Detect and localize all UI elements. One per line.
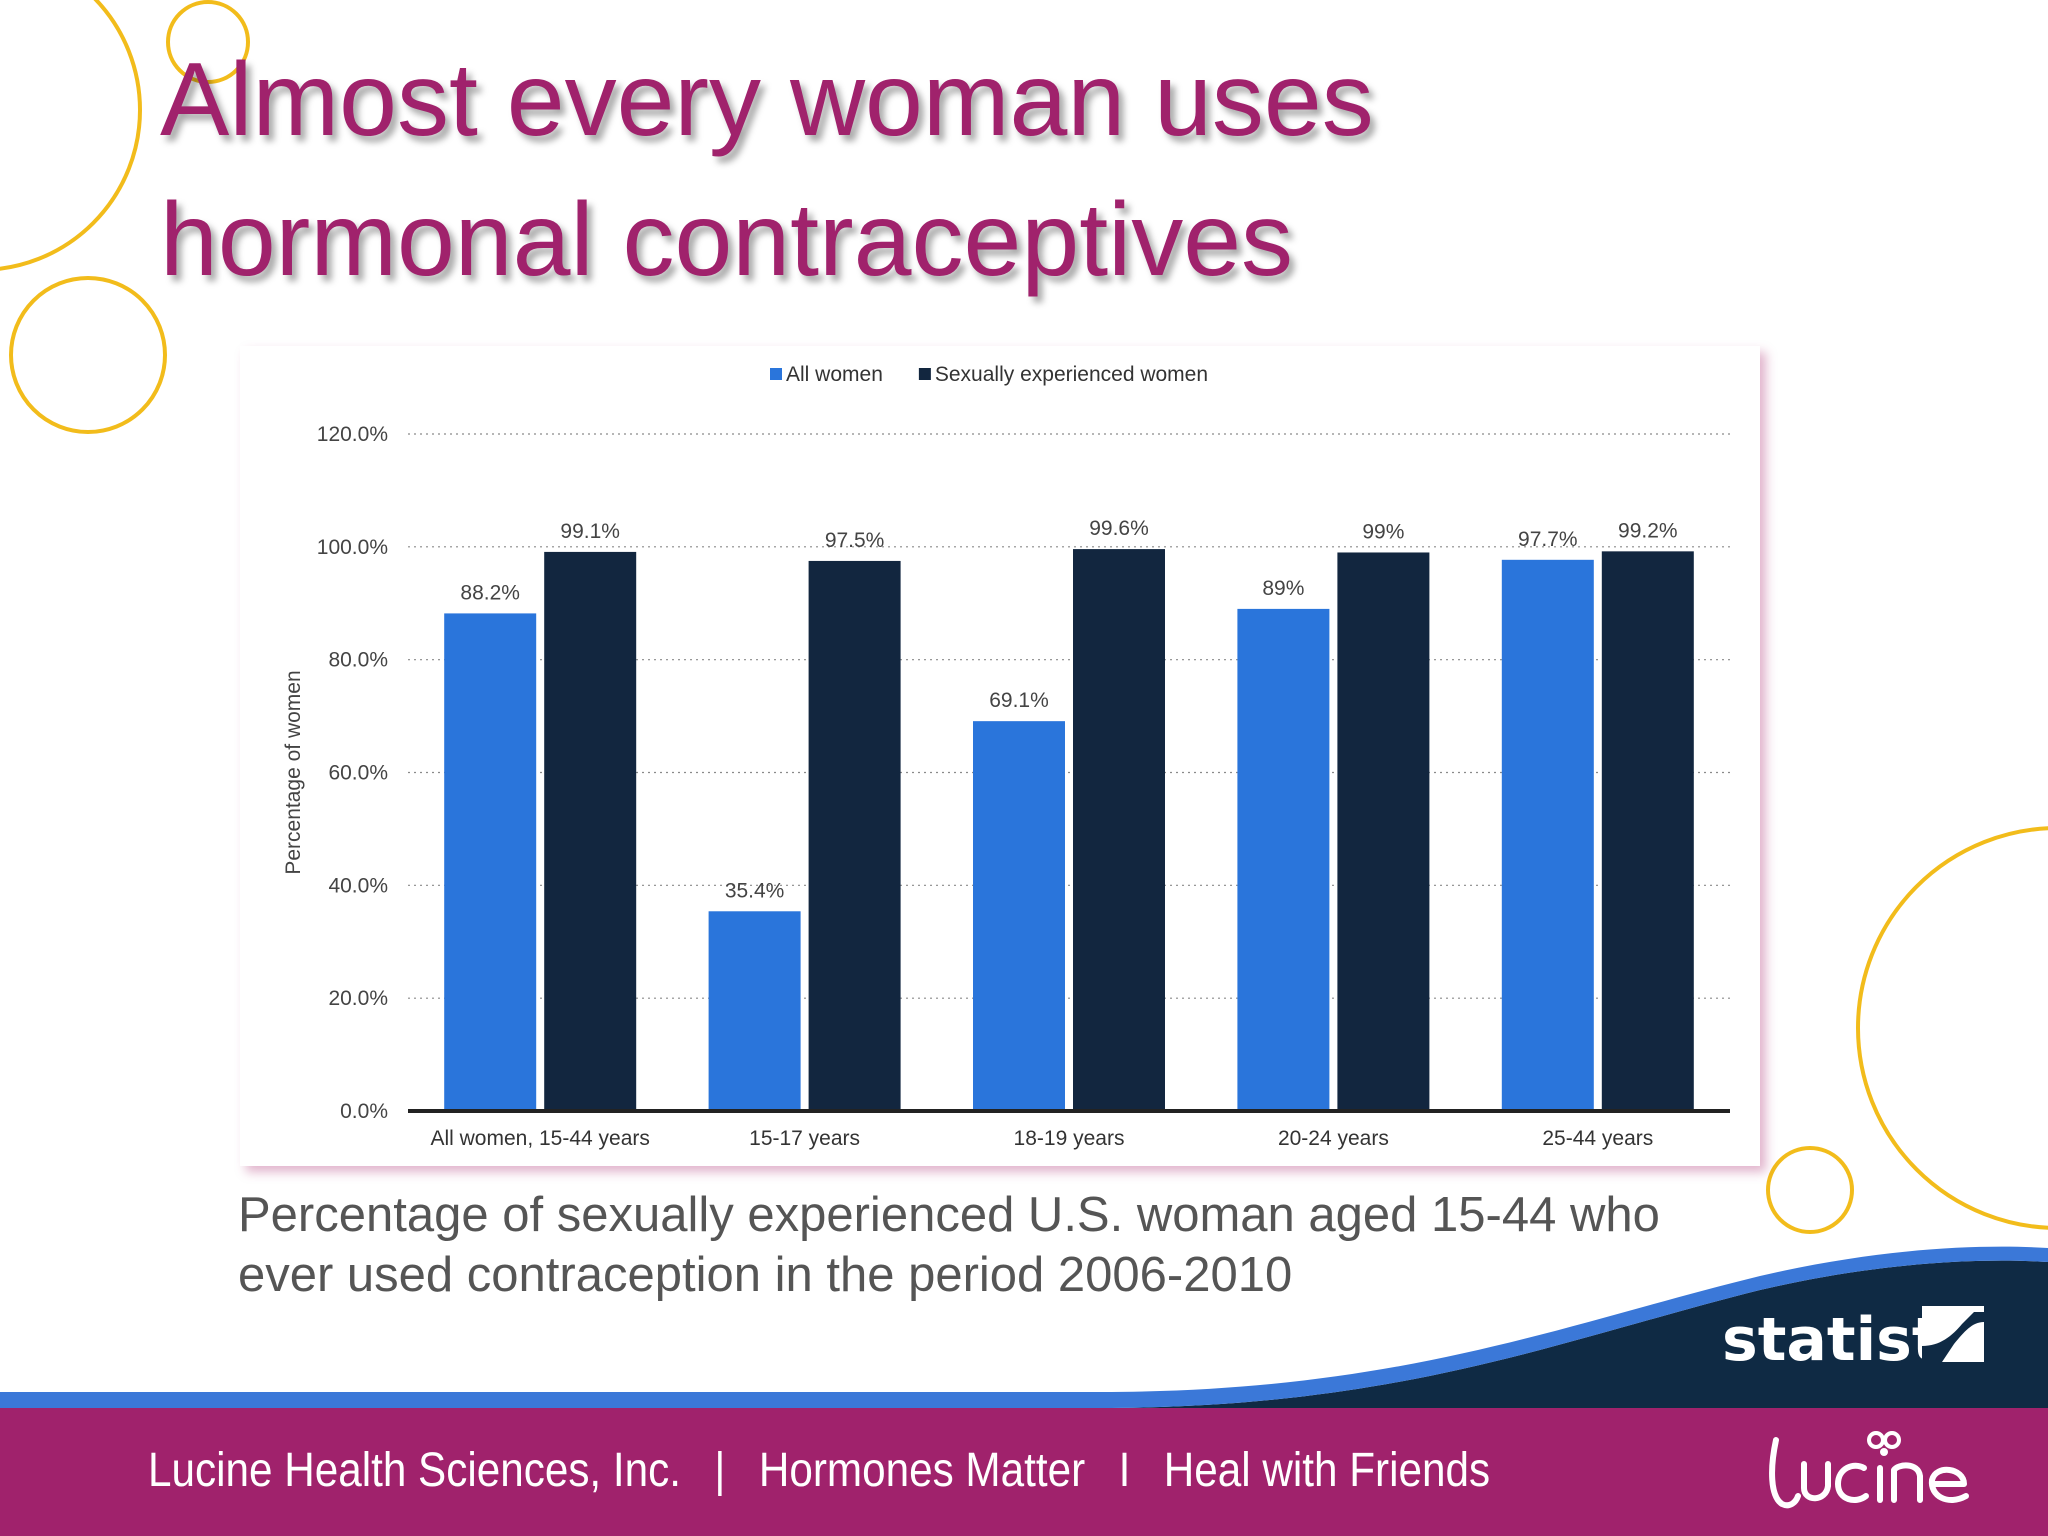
accent-circle (0, 0, 142, 271)
y-tick-label: 40.0% (328, 874, 388, 897)
legend-label: Sexually experienced women (935, 363, 1208, 386)
x-tick-label: 18-19 years (1014, 1127, 1125, 1150)
legend-swatch (770, 368, 782, 380)
lucine-logo (1769, 1431, 1969, 1509)
data-label: 99% (1362, 520, 1404, 543)
footer-heal-with-friends: Heal with Friends (1163, 1444, 1491, 1497)
x-tick-label: All women, 15-44 years (430, 1127, 649, 1150)
bar (973, 721, 1065, 1111)
statista-mark-icon (1922, 1306, 1984, 1362)
bar (808, 560, 901, 1111)
bar (444, 613, 537, 1111)
footer-bar (0, 1408, 2048, 1536)
y-tick-label: 0.0% (340, 1100, 388, 1123)
x-tick-label: 20-24 years (1278, 1127, 1389, 1150)
bar (1237, 608, 1330, 1111)
bar (544, 551, 637, 1111)
y-tick-label: 20.0% (328, 987, 388, 1010)
accent-circle (1766, 1146, 1854, 1234)
statista-band (1100, 1260, 2048, 1408)
x-tick-label: 15-17 years (749, 1127, 860, 1150)
footer-hormones-matter: Hormones Matter (758, 1444, 1086, 1497)
caption-line: ever used contraception in the period 20… (238, 1248, 1293, 1302)
slide-title: Almost every woman uses hormonal contrac… (160, 30, 1374, 310)
x-tick-label: 25-44 years (1542, 1127, 1653, 1150)
footer-text: Lucine Health Sciences, Inc. | Hormones Ma… (148, 1436, 1490, 1506)
data-label: 99.2% (1618, 519, 1678, 542)
bar (1073, 549, 1165, 1111)
statista-wave (0, 1246, 2048, 1408)
y-tick-label: 100.0% (317, 536, 388, 559)
data-label: 97.7% (1518, 528, 1578, 551)
y-tick-label: 60.0% (328, 762, 388, 785)
y-axis-title: Percentage of women (282, 670, 305, 874)
data-label: 99.1% (560, 520, 620, 543)
data-label: 69.1% (989, 689, 1049, 712)
slide-title-line: Almost every woman uses (160, 42, 1374, 158)
bar-chart: 0.0% 20.0% 40.0% 60.0% 80.0% 100.0% 120.0% Perc… (282, 363, 1730, 1150)
accent-circle (9, 276, 167, 434)
data-label: 35.4% (725, 879, 785, 902)
accent-circle (166, 0, 250, 84)
legend-swatch (918, 368, 931, 380)
caption-line: Percentage of sexually experienced U.S. … (238, 1188, 1660, 1242)
chart-caption: Percentage of sexually experienced U.S. … (238, 1185, 1738, 1305)
bar (1601, 551, 1694, 1111)
slide-title-line: hormonal contraceptives (160, 182, 1294, 298)
bar (1501, 559, 1594, 1111)
y-tick-label: 120.0% (317, 423, 388, 446)
bar (1337, 552, 1430, 1111)
data-label: 89% (1262, 577, 1304, 600)
data-label: 99.6% (1089, 517, 1149, 540)
accent-circle (1856, 826, 2048, 1230)
legend-label: All women (786, 363, 883, 386)
footer-separator: | (714, 1444, 726, 1497)
y-tick-label: 80.0% (328, 649, 388, 672)
bar (708, 911, 801, 1111)
footer-separator: I (1118, 1444, 1131, 1497)
data-label: 97.5% (825, 529, 885, 552)
footer-company: Lucine Health Sciences, Inc. (148, 1444, 681, 1497)
chart-card: 0.0% 20.0% 40.0% 60.0% 80.0% 100.0% 120.0% Perc… (240, 346, 1760, 1166)
data-label: 88.2% (460, 581, 520, 604)
